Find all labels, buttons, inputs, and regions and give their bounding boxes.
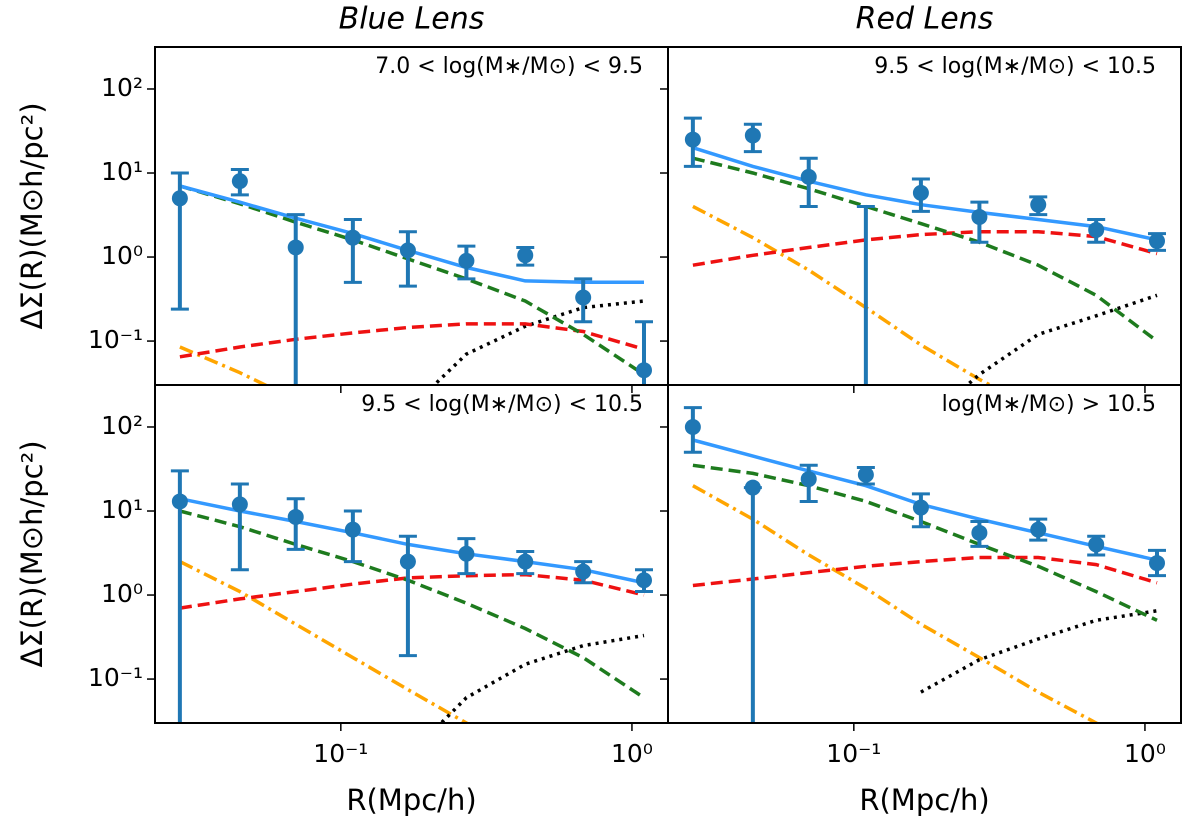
data-point (912, 184, 929, 201)
data-point (857, 466, 874, 483)
x-tick-label: 10⁰ (1124, 739, 1166, 768)
y-tick-label: 10² (101, 73, 143, 102)
x-axis-label: R(Mpc/h) (859, 783, 989, 817)
data-point (684, 418, 701, 435)
annotation: 9.5 < log(M∗/M⊙) < 10.5 (361, 392, 643, 417)
model-line (692, 156, 1159, 343)
annotation: 9.5 < log(M∗/M⊙) < 10.5 (874, 54, 1156, 79)
y-tick-label: 10⁰ (101, 579, 143, 608)
data-point (912, 499, 929, 516)
data-point (800, 471, 817, 488)
y-tick-label: 10¹ (101, 157, 143, 186)
data-point (344, 521, 361, 538)
y-tick-label: 10⁰ (101, 241, 143, 270)
model-line (179, 322, 645, 359)
annotation: 7.0 < log(M∗/M⊙) < 9.5 (375, 54, 643, 79)
data-point (744, 479, 761, 496)
data-point (458, 252, 475, 269)
plot-area (683, 406, 1166, 723)
x-tick-label: 10⁻¹ (826, 739, 881, 768)
y-tick-label: 10⁻¹ (88, 325, 143, 354)
data-point (575, 289, 592, 306)
model-line (692, 204, 994, 385)
data-point (575, 563, 592, 580)
panel-frame (667, 46, 1182, 386)
column-title: Blue Lens (339, 2, 485, 37)
x-tick-label: 10⁻¹ (313, 739, 368, 768)
data-point (744, 127, 761, 144)
data-point (1088, 221, 1105, 238)
panel-frame (667, 384, 1182, 724)
model-line (179, 509, 645, 700)
model-line (179, 572, 645, 610)
model-line (920, 609, 1158, 694)
data-point (231, 173, 248, 190)
data-point (1088, 536, 1105, 553)
data-point (171, 190, 188, 207)
model-line (179, 496, 645, 585)
data-point (1030, 196, 1047, 213)
data-point (858, 392, 874, 408)
data-point (684, 131, 701, 148)
column-title: Red Lens (856, 2, 994, 37)
y-axis-label: ΔΣ(R)(M⊙h/pc²) (15, 440, 49, 667)
data-point (800, 168, 817, 185)
model-line (431, 299, 645, 385)
data-point (971, 208, 988, 225)
data-point (458, 545, 475, 562)
x-axis-label: R(Mpc/h) (346, 783, 476, 817)
data-point (171, 493, 188, 510)
data-point (517, 247, 534, 264)
panel-frame (154, 384, 669, 724)
data-point (517, 553, 534, 570)
data-point (231, 496, 248, 513)
data-point (344, 229, 361, 246)
plot-area (170, 469, 653, 723)
x-tick-label: 10⁰ (611, 739, 653, 768)
model-line (179, 345, 270, 385)
data-point (1148, 233, 1165, 250)
y-tick-label: 10⁻¹ (88, 663, 143, 692)
model-line (692, 438, 1158, 562)
data-point (399, 553, 416, 570)
plot-area (683, 116, 1166, 408)
model-line (179, 184, 644, 285)
data-point (635, 362, 652, 379)
annotation: log(M∗/M⊙) > 10.5 (942, 392, 1156, 417)
model-line (692, 229, 1158, 267)
data-point (1030, 521, 1047, 538)
model-line (692, 484, 1100, 723)
y-tick-label: 10¹ (101, 495, 143, 524)
model-line (179, 560, 470, 723)
plot-area (170, 168, 653, 385)
data-point (635, 572, 652, 589)
data-point (399, 242, 416, 259)
data-point (287, 508, 304, 525)
y-tick-label: 10² (101, 411, 143, 440)
data-point (287, 239, 304, 256)
model-line (692, 555, 1158, 588)
data-point (971, 524, 988, 541)
data-point (1148, 555, 1165, 572)
y-axis-label: ΔΣ(R)(M⊙h/pc²) (15, 102, 49, 329)
model-line (438, 633, 645, 723)
